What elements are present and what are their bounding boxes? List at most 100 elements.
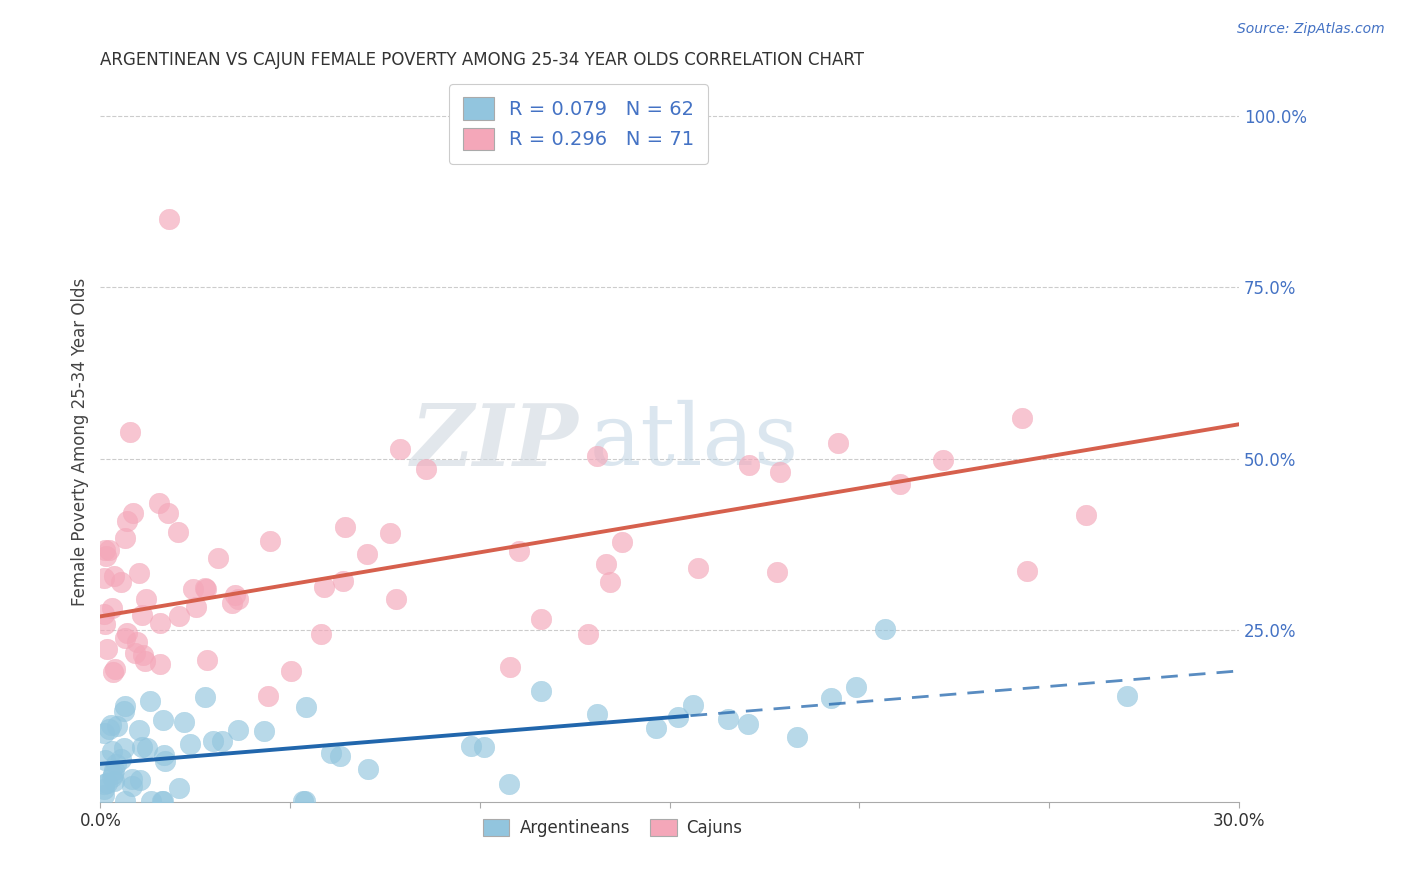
Point [112, 704, 135, 718]
Point [224, 588, 246, 602]
Point [110, 751, 132, 765]
Point [194, 581, 217, 595]
Point [93, 776, 115, 790]
Point [150, 794, 173, 808]
Point [104, 662, 127, 676]
Point [98, 722, 121, 736]
Point [873, 622, 896, 636]
Point [769, 465, 792, 479]
Point [202, 734, 225, 748]
Point [167, 524, 190, 539]
Point [221, 596, 243, 610]
Point [253, 724, 276, 739]
Point [167, 609, 190, 624]
Point [103, 763, 125, 777]
Point [686, 561, 709, 575]
Point [329, 749, 352, 764]
Point [586, 449, 609, 463]
Point [121, 772, 143, 786]
Point [1076, 508, 1098, 522]
Point [194, 582, 217, 597]
Point [128, 566, 150, 580]
Point [96, 776, 118, 790]
Point [576, 627, 599, 641]
Point [737, 717, 759, 731]
Point [889, 476, 911, 491]
Point [93, 782, 115, 797]
Point [141, 794, 163, 808]
Point [530, 612, 553, 626]
Point [114, 699, 136, 714]
Point [644, 721, 666, 735]
Point [101, 771, 124, 785]
Point [105, 719, 128, 733]
Point [93, 571, 115, 585]
Point [93, 607, 115, 621]
Point [717, 712, 740, 726]
Point [357, 762, 380, 776]
Point [132, 648, 155, 662]
Point [101, 767, 124, 781]
Point [138, 694, 160, 708]
Point [932, 452, 955, 467]
Point [257, 689, 280, 703]
Point [152, 794, 174, 808]
Point [149, 657, 172, 671]
Point [415, 461, 437, 475]
Point [666, 709, 689, 723]
Point [319, 747, 342, 761]
Point [194, 690, 217, 705]
Point [184, 599, 207, 614]
Point [120, 425, 142, 439]
Point [1116, 689, 1139, 703]
Point [820, 690, 842, 705]
Point [127, 635, 149, 649]
Point [332, 574, 354, 588]
Legend: Argentineans, Cajuns: Argentineans, Cajuns [477, 812, 749, 844]
Point [1015, 564, 1038, 578]
Point [135, 591, 157, 606]
Point [827, 436, 849, 450]
Point [131, 739, 153, 754]
Point [157, 211, 180, 226]
Point [94, 617, 117, 632]
Point [595, 557, 617, 571]
Point [103, 568, 125, 582]
Text: ZIP: ZIP [411, 400, 578, 483]
Point [610, 535, 633, 549]
Point [585, 706, 607, 721]
Point [149, 616, 172, 631]
Point [309, 627, 332, 641]
Point [845, 680, 868, 694]
Point [766, 566, 789, 580]
Point [104, 756, 127, 771]
Point [93, 788, 115, 802]
Point [101, 665, 124, 679]
Point [114, 532, 136, 546]
Point [226, 592, 249, 607]
Point [259, 533, 281, 548]
Point [738, 458, 761, 472]
Point [100, 600, 122, 615]
Point [128, 723, 150, 737]
Point [280, 664, 302, 678]
Point [134, 653, 156, 667]
Y-axis label: Female Poverty Among 25-34 Year Olds: Female Poverty Among 25-34 Year Olds [72, 277, 89, 606]
Point [103, 773, 125, 788]
Point [384, 591, 406, 606]
Point [460, 739, 482, 753]
Point [153, 748, 176, 763]
Point [129, 772, 152, 787]
Point [156, 506, 179, 520]
Point [195, 653, 218, 667]
Text: Source: ZipAtlas.com: Source: ZipAtlas.com [1237, 22, 1385, 37]
Point [530, 684, 553, 698]
Point [131, 608, 153, 623]
Point [356, 547, 378, 561]
Point [101, 744, 124, 758]
Point [508, 544, 530, 558]
Point [124, 646, 146, 660]
Point [167, 780, 190, 795]
Point [181, 582, 204, 596]
Point [499, 660, 522, 674]
